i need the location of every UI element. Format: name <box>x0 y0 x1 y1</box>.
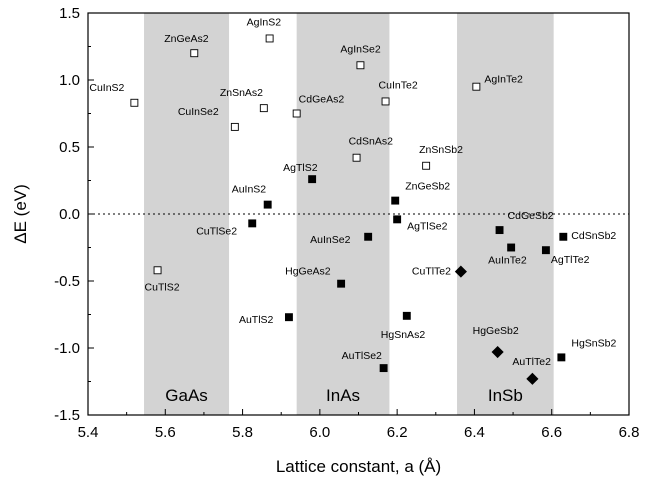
point-label-agtlse2: AgTlSe2 <box>407 220 447 232</box>
point-label-znsnas2: ZnSnAs2 <box>220 87 263 99</box>
band-gaas <box>144 13 230 415</box>
point-agtls2 <box>308 175 317 184</box>
y-tick-label: 1.5 <box>59 5 80 22</box>
y-tick-label: -1.0 <box>54 340 80 357</box>
point-agtlte2 <box>541 246 550 255</box>
point-cdgesb2 <box>495 226 504 235</box>
point-autls2 <box>284 313 293 322</box>
point-label-hgsnsb2: HgSnSb2 <box>571 337 616 349</box>
point-auinte2 <box>507 243 516 252</box>
point-label-cuins2: CuInS2 <box>89 82 124 94</box>
point-label-hggeas2: HgGeAs2 <box>285 266 331 278</box>
point-cutlte2 <box>454 265 467 278</box>
y-tick-label: 1.0 <box>59 72 80 89</box>
band-label: GaAs <box>165 386 208 405</box>
point-autlse2 <box>379 364 388 373</box>
point-hggeas2 <box>337 279 346 288</box>
point-znsnsb2 <box>422 161 431 170</box>
point-label-autlse2: AuTlSe2 <box>342 350 382 362</box>
point-auinse2 <box>364 232 373 241</box>
y-tick-label: 0.5 <box>59 139 80 156</box>
y-tick-label: -0.5 <box>54 273 80 290</box>
point-label-autls2: AuTlS2 <box>239 314 274 326</box>
y-tick-label: 0.0 <box>59 206 80 223</box>
point-aginte2 <box>472 82 481 91</box>
point-agtlse2 <box>393 215 402 224</box>
point-hggesb2 <box>491 345 504 359</box>
x-tick-label: 6.8 <box>619 424 640 441</box>
point-cuinte2 <box>381 97 390 106</box>
y-tick-label: -1.5 <box>54 407 80 424</box>
point-label-aginte2: AgInTe2 <box>484 74 523 86</box>
point-auins2 <box>263 200 272 209</box>
point-label-aginse2: AgInSe2 <box>340 43 380 55</box>
point-agins2 <box>265 34 274 43</box>
point-group <box>130 34 568 385</box>
point-label-hgsnas2: HgSnAs2 <box>381 329 426 341</box>
point-znsnas2 <box>259 104 268 113</box>
point-label-auinse2: AuInSe2 <box>310 234 350 246</box>
y-axis-title: ΔE (eV) <box>11 184 30 244</box>
point-label-agins2: AgInS2 <box>247 16 282 28</box>
point-label-agtlte2: AgTlTe2 <box>551 254 590 266</box>
point-cuinse2 <box>230 122 239 131</box>
point-label-zngesb2: ZnGeSb2 <box>405 181 450 193</box>
point-label-cutlse2: CuTlSe2 <box>196 225 237 237</box>
x-tick-label: 5.4 <box>78 424 99 441</box>
point-hgsnas2 <box>402 311 411 320</box>
band-label: InAs <box>326 386 360 405</box>
point-hgsnsb2 <box>557 353 566 362</box>
point-aginse2 <box>356 61 365 70</box>
point-label-cutls2: CuTlS2 <box>145 281 180 293</box>
band-label: InSb <box>488 386 523 405</box>
point-label-agtls2: AgTlS2 <box>283 162 318 174</box>
tick-group: 5.4 5.6 5.8 6.0 6.2 6.4 6.6 6.8 -1.5 -1.0 -0.5 0.0 0… <box>54 5 639 441</box>
point-autlte2 <box>526 372 539 385</box>
x-tick-label: 6.4 <box>464 424 485 441</box>
point-label-auinte2: AuInTe2 <box>488 255 527 267</box>
x-tick-label: 6.6 <box>541 424 562 441</box>
point-cuins2 <box>130 98 139 107</box>
x-tick-label: 6.0 <box>309 424 330 441</box>
point-cdgeas2 <box>292 109 301 118</box>
point-label-cutlte2: CuTlTe2 <box>412 266 451 278</box>
x-tick-label: 6.2 <box>387 424 408 441</box>
point-label-cuinse2: CuInSe2 <box>178 106 219 118</box>
point-label-auins2: AuInS2 <box>232 184 267 196</box>
point-label-cdsnsb2: CdSnSb2 <box>571 230 616 242</box>
point-cutls2 <box>153 266 162 275</box>
x-tick-label: 5.8 <box>232 424 253 441</box>
point-label-zngeas2: ZnGeAs2 <box>164 33 209 45</box>
point-label-cdgeas2: CdGeAs2 <box>299 94 345 106</box>
point-label-autlte2: AuTlTe2 <box>512 356 551 368</box>
x-axis-title: Lattice constant, a (Å) <box>276 457 441 476</box>
point-label-cdgesb2: CdGeSb2 <box>508 210 554 222</box>
point-label-cuinte2: CuInTe2 <box>379 79 418 91</box>
point-label-cdsnas2: CdSnAs2 <box>349 136 394 148</box>
plot-frame <box>87 12 630 416</box>
point-label-hggesb2: HgGeSb2 <box>473 325 519 337</box>
point-cutlse2 <box>248 219 257 228</box>
point-label-znsnsb2: ZnSnSb2 <box>419 144 463 156</box>
point-cdsnsb2 <box>559 232 568 241</box>
point-zngesb2 <box>391 196 400 205</box>
point-cdsnas2 <box>352 153 361 162</box>
x-tick-label: 5.6 <box>155 424 176 441</box>
point-zngeas2 <box>190 49 199 58</box>
